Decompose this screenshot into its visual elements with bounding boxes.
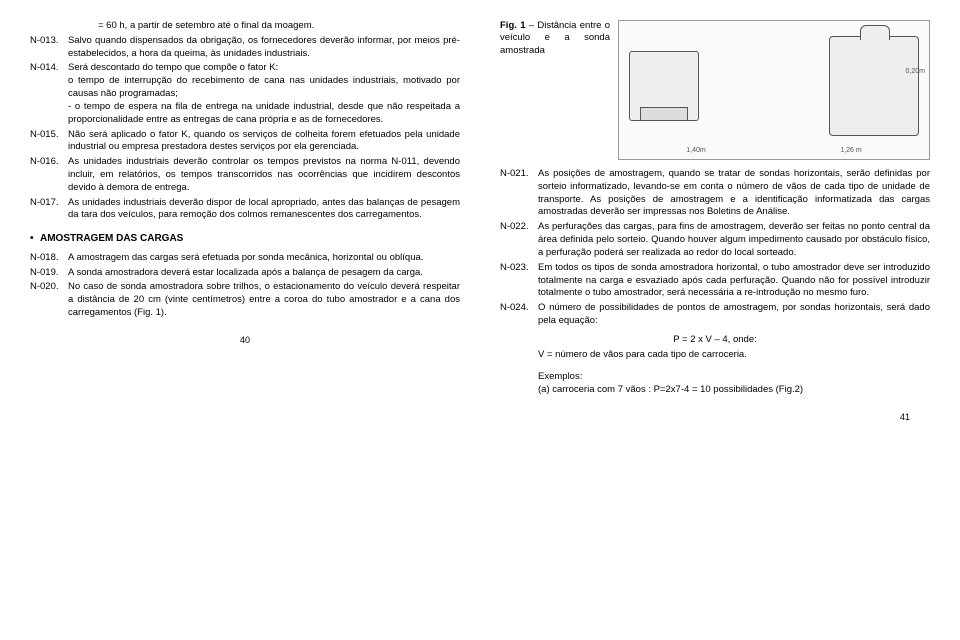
item-n021: N-021. As posições de amostragem, quando… xyxy=(500,168,930,219)
item-code: N-022. xyxy=(500,221,538,259)
item-n018: N-018. A amostragem das cargas será efet… xyxy=(30,252,460,265)
probe-icon xyxy=(829,36,919,136)
example-a: (a) carroceria com 7 vãos : P=2x7-4 = 10… xyxy=(500,384,930,397)
figure-diagram: 1,40m 1,26 m 0,20m xyxy=(618,20,930,160)
item-body: Salvo quando dispensados da obrigação, o… xyxy=(68,35,460,61)
item-body: Não será aplicado o fator K, quando os s… xyxy=(68,129,460,155)
dim-3: 0,20m xyxy=(906,67,925,76)
n014-sub2: - o tempo de espera na fila de entrega n… xyxy=(68,101,460,127)
equation-line: = 60 h, a partir de setembro até o final… xyxy=(30,20,460,33)
left-column: = 60 h, a partir de setembro até o final… xyxy=(30,20,460,630)
item-n023: N-023. Em todos os tipos de sonda amostr… xyxy=(500,262,930,300)
item-code: N-013. xyxy=(30,35,68,61)
item-code: N-020. xyxy=(30,281,68,319)
item-body: No caso de sonda amostradora sobre trilh… xyxy=(68,281,460,319)
item-body: As posições de amostragem, quando se tra… xyxy=(538,168,930,219)
item-code: N-023. xyxy=(500,262,538,300)
n014-sub1: o tempo de interrupção do recebimento de… xyxy=(68,75,460,101)
item-code: N-016. xyxy=(30,156,68,194)
item-body: As perfurações das cargas, para fins de … xyxy=(538,221,930,259)
item-code: N-021. xyxy=(500,168,538,219)
figure-dimensions: 1,40m 1,26 m xyxy=(619,146,929,155)
item-body: A sonda amostradora deverá estar localiz… xyxy=(68,267,460,280)
item-body: O número de possibilidades de pontos de … xyxy=(538,302,930,328)
formula-line-1: P = 2 x V – 4, onde: xyxy=(500,334,930,347)
item-body: As unidades industriais deverão controla… xyxy=(68,156,460,194)
item-n017: N-017. As unidades industriais deverão d… xyxy=(30,197,460,223)
section-title-text: AMOSTRAGEM DAS CARGAS xyxy=(40,232,183,246)
item-code: N-017. xyxy=(30,197,68,223)
right-column: Fig. 1 – Distância entre o veículo e a s… xyxy=(500,20,930,630)
item-body: Em todos os tipos de sonda amostradora h… xyxy=(538,262,930,300)
item-code: N-018. xyxy=(30,252,68,265)
item-code: N-014. xyxy=(30,62,68,126)
section-heading: • AMOSTRAGEM DAS CARGAS xyxy=(30,232,460,246)
page-number-right: 41 xyxy=(500,411,930,423)
item-body: A amostragem das cargas será efetuada po… xyxy=(68,252,460,265)
item-n016: N-016. As unidades industriais deverão c… xyxy=(30,156,460,194)
item-code: N-015. xyxy=(30,129,68,155)
page-number-left: 40 xyxy=(30,334,460,346)
item-n019: N-019. A sonda amostradora deverá estar … xyxy=(30,267,460,280)
n014-lead: Será descontado do tempo que compõe o fa… xyxy=(68,62,278,73)
figure-1: Fig. 1 – Distância entre o veículo e a s… xyxy=(500,20,930,160)
item-body: Será descontado do tempo que compõe o fa… xyxy=(68,62,460,126)
item-n013: N-013. Salvo quando dispensados da obrig… xyxy=(30,35,460,61)
dim-2: 1,26 m xyxy=(840,146,861,155)
item-n022: N-022. As perfurações das cargas, para f… xyxy=(500,221,930,259)
item-n020: N-020. No caso de sonda amostradora sobr… xyxy=(30,281,460,319)
figure-caption: Fig. 1 – Distância entre o veículo e a s… xyxy=(500,20,610,160)
examples-label: Exemplos: xyxy=(500,371,930,384)
bullet-icon: • xyxy=(30,232,40,246)
item-code: N-019. xyxy=(30,267,68,280)
figure-label: Fig. 1 xyxy=(500,20,525,31)
formula-line-2: V = número de vãos para cada tipo de car… xyxy=(500,349,930,362)
item-n015: N-015. Não será aplicado o fator K, quan… xyxy=(30,129,460,155)
item-body: As unidades industriais deverão dispor d… xyxy=(68,197,460,223)
item-n014: N-014. Será descontado do tempo que comp… xyxy=(30,62,460,126)
truck-icon xyxy=(629,51,699,121)
item-code: N-024. xyxy=(500,302,538,328)
dim-1: 1,40m xyxy=(686,146,705,155)
item-n024: N-024. O número de possibilidades de pon… xyxy=(500,302,930,328)
